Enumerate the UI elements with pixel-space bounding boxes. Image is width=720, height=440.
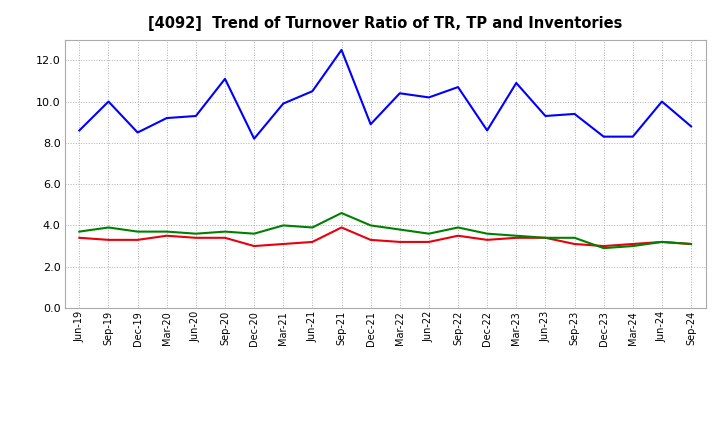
- Trade Receivables: [192, 235, 200, 240]
- Trade Receivables: [250, 243, 258, 249]
- Inventories: [75, 229, 84, 234]
- Trade Payables: [366, 121, 375, 127]
- Inventories: [279, 223, 287, 228]
- Trade Payables: [192, 114, 200, 119]
- Inventories: [512, 233, 521, 238]
- Trade Receivables: [337, 225, 346, 230]
- Trade Receivables: [425, 239, 433, 245]
- Inventories: [395, 227, 404, 232]
- Inventories: [104, 225, 113, 230]
- Trade Payables: [629, 134, 637, 139]
- Trade Payables: [220, 76, 229, 81]
- Line: Inventories: Inventories: [79, 213, 691, 248]
- Trade Receivables: [279, 242, 287, 247]
- Trade Receivables: [570, 242, 579, 247]
- Inventories: [687, 242, 696, 247]
- Trade Payables: [454, 84, 462, 90]
- Trade Receivables: [483, 237, 492, 242]
- Trade Payables: [512, 81, 521, 86]
- Trade Receivables: [454, 233, 462, 238]
- Trade Payables: [75, 128, 84, 133]
- Trade Receivables: [104, 237, 113, 242]
- Trade Payables: [337, 47, 346, 52]
- Trade Payables: [395, 91, 404, 96]
- Title: [4092]  Trend of Turnover Ratio of TR, TP and Inventories: [4092] Trend of Turnover Ratio of TR, TP…: [148, 16, 622, 32]
- Trade Payables: [250, 136, 258, 141]
- Trade Receivables: [512, 235, 521, 240]
- Trade Payables: [279, 101, 287, 106]
- Trade Receivables: [366, 237, 375, 242]
- Inventories: [599, 246, 608, 251]
- Inventories: [657, 239, 666, 245]
- Inventories: [483, 231, 492, 236]
- Trade Receivables: [687, 242, 696, 247]
- Trade Receivables: [308, 239, 317, 245]
- Trade Receivables: [75, 235, 84, 240]
- Inventories: [454, 225, 462, 230]
- Inventories: [192, 231, 200, 236]
- Inventories: [308, 225, 317, 230]
- Trade Payables: [687, 124, 696, 129]
- Trade Receivables: [541, 235, 550, 240]
- Inventories: [629, 243, 637, 249]
- Inventories: [570, 235, 579, 240]
- Trade Payables: [133, 130, 142, 135]
- Line: Trade Receivables: Trade Receivables: [79, 227, 691, 246]
- Trade Payables: [570, 111, 579, 117]
- Trade Receivables: [629, 242, 637, 247]
- Trade Payables: [104, 99, 113, 104]
- Inventories: [250, 231, 258, 236]
- Trade Payables: [657, 99, 666, 104]
- Inventories: [541, 235, 550, 240]
- Inventories: [163, 229, 171, 234]
- Trade Receivables: [163, 233, 171, 238]
- Trade Receivables: [220, 235, 229, 240]
- Trade Payables: [541, 114, 550, 119]
- Inventories: [366, 223, 375, 228]
- Inventories: [133, 229, 142, 234]
- Trade Payables: [483, 128, 492, 133]
- Trade Receivables: [133, 237, 142, 242]
- Trade Receivables: [599, 243, 608, 249]
- Trade Payables: [163, 115, 171, 121]
- Inventories: [220, 229, 229, 234]
- Line: Trade Payables: Trade Payables: [79, 50, 691, 139]
- Trade Payables: [308, 88, 317, 94]
- Inventories: [337, 210, 346, 216]
- Trade Receivables: [657, 239, 666, 245]
- Trade Receivables: [395, 239, 404, 245]
- Trade Payables: [599, 134, 608, 139]
- Trade Payables: [425, 95, 433, 100]
- Inventories: [425, 231, 433, 236]
